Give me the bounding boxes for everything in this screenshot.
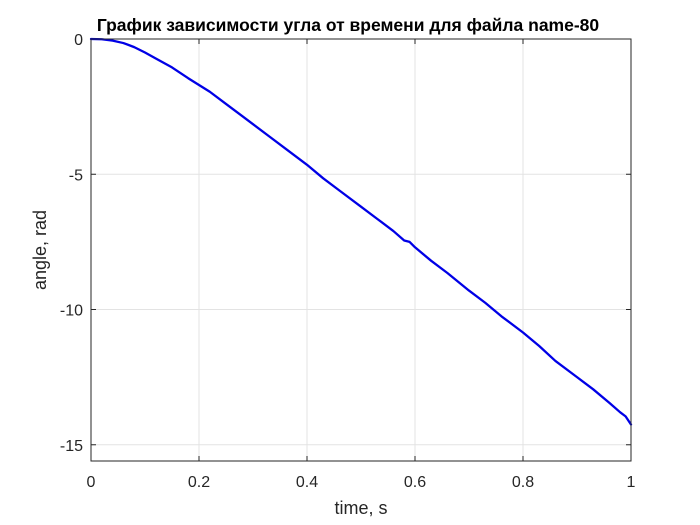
x-tick-label: 0.4	[296, 474, 318, 491]
tick-marks	[90, 38, 632, 461]
grid-lines	[91, 39, 631, 461]
plot-frame	[90, 38, 632, 462]
x-tick-label: 0.2	[188, 474, 210, 491]
x-tick-label: 0	[87, 474, 96, 491]
y-tick-labels: 0 -5 -10 -15	[60, 32, 83, 455]
y-tick-label: -10	[60, 303, 83, 320]
y-tick-label: -5	[69, 167, 83, 184]
x-tick-label: 0.8	[512, 474, 534, 491]
y-axis-label: angle, rad	[30, 210, 50, 290]
x-tick-labels: 0 0.2 0.4 0.6 0.8 1	[87, 474, 636, 491]
series-line	[89, 37, 633, 426]
x-tick-label: 0.6	[404, 474, 426, 491]
x-axis-label: time, s	[334, 498, 387, 518]
plot-area	[91, 39, 631, 461]
chart-title: График зависимости угла от времени для ф…	[97, 15, 600, 35]
x-tick-label: 1	[627, 474, 636, 491]
y-tick-label: -15	[60, 438, 83, 455]
series-layer	[89, 37, 633, 426]
y-tick-label: 0	[74, 32, 83, 49]
